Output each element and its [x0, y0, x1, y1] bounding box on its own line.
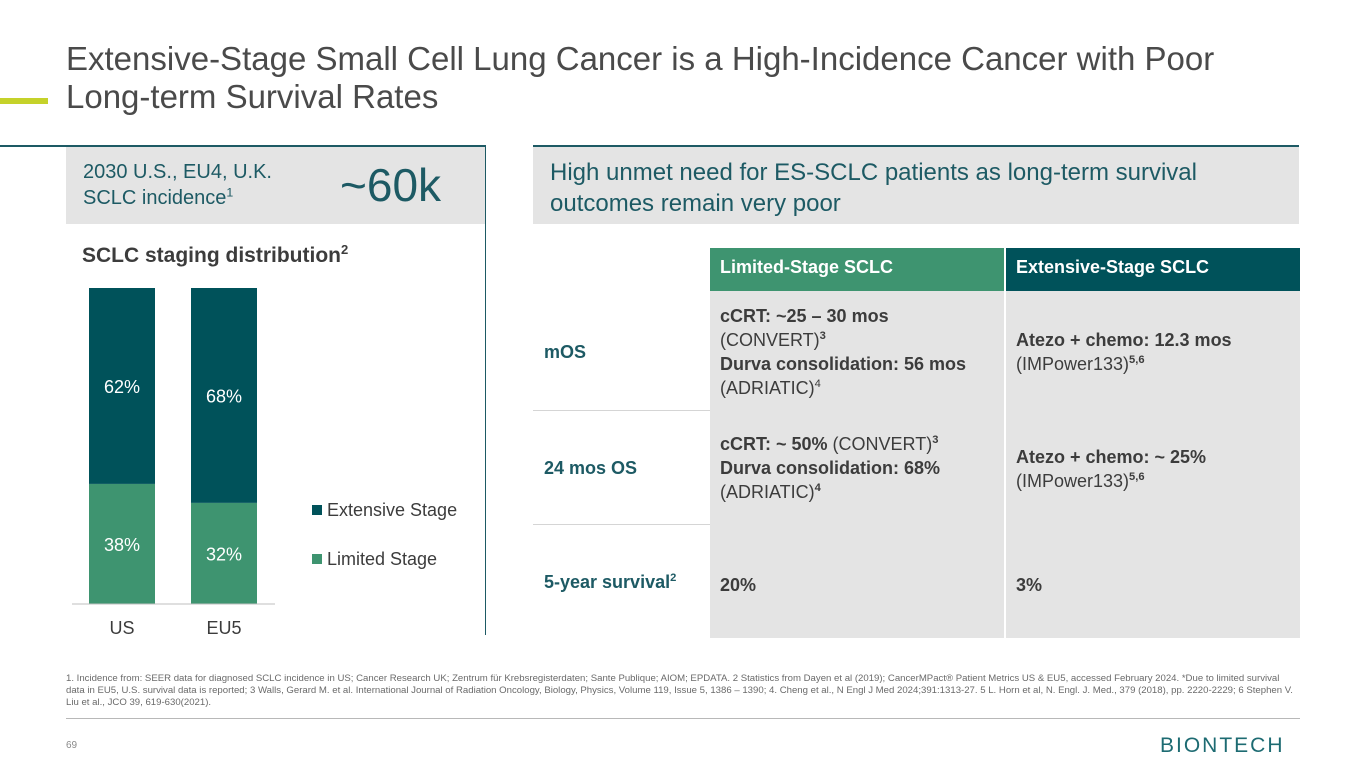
- biontech-logo: BIONTECH: [1160, 735, 1285, 755]
- data-label-limited-stage-eu5: 32%: [206, 544, 242, 564]
- cell-os24-extensive: Atezo + chemo: ~ 25% (IMPower133)5,6: [1016, 445, 1300, 493]
- data-label-extensive-stage-eu5: 68%: [206, 386, 242, 406]
- row-divider: [533, 524, 710, 525]
- legend-swatch-limited-stage: [312, 554, 322, 564]
- bar-extensive-stage-eu5: [191, 288, 257, 503]
- header-extensive-stage: Extensive-Stage SCLC: [1006, 248, 1300, 291]
- footnote-ref: 4: [814, 378, 821, 390]
- page-number: 69: [66, 740, 78, 751]
- cell-text: (IMPower133): [1016, 471, 1130, 491]
- footnote: 1. Incidence from: SEER data for diagnos…: [66, 673, 1293, 708]
- limited-column-bg: [710, 248, 1004, 638]
- footnote-ref: 5,6: [1129, 354, 1145, 366]
- x-tick-label-eu5: EU5: [206, 618, 241, 638]
- unmet-need-text: High unmet need for ES-SCLC patients as …: [550, 159, 1197, 217]
- cell-mos-limited: cCRT: ~25 – 30 mos (CONVERT)3 Durva cons…: [720, 304, 1004, 400]
- data-label-extensive-stage-us: 62%: [104, 377, 140, 397]
- legend-label-limited-stage: Limited Stage: [327, 549, 437, 569]
- slide-title: Extensive-Stage Small Cell Lung Cancer i…: [66, 40, 1215, 115]
- row-label-text: 5-year survival: [544, 572, 671, 592]
- bar-extensive-stage-us: [89, 288, 155, 484]
- cell-text: (IMPower133): [1016, 354, 1130, 374]
- cell-text: cCRT: ~ 50%: [720, 434, 828, 454]
- cell-text: cCRT: ~25 – 30 mos: [720, 306, 889, 326]
- cell-text: Atezo + chemo: 12.3 mos: [1016, 330, 1232, 350]
- cell-text: (CONVERT): [827, 434, 933, 454]
- cell-text: 20%: [720, 575, 757, 595]
- cell-5yr-limited: 20%: [720, 573, 756, 597]
- incidence-box: 2030 U.S., EU4, U.K. SCLC incidence1 ~60…: [66, 147, 485, 224]
- cell-5yr-extensive: 3%: [1016, 573, 1042, 597]
- bar-limited-stage-us: [89, 483, 155, 604]
- footnote-ref: 5,6: [1129, 471, 1145, 483]
- unmet-need-box: High unmet need for ES-SCLC patients as …: [533, 145, 1299, 224]
- legend-swatch-extensive-stage: [312, 505, 322, 515]
- staging-title-text: SCLC staging distribution: [82, 244, 341, 267]
- left-panel-frame: [0, 145, 486, 635]
- cell-text: Durva consolidation: 56 mos: [720, 354, 967, 374]
- cell-text: (ADRIATIC): [720, 378, 815, 398]
- extensive-column-bg: [1006, 248, 1300, 638]
- row-label-24-mos-os: 24 mos OS: [544, 458, 638, 478]
- cell-text: Atezo + chemo: ~ 25%: [1016, 447, 1207, 467]
- data-label-limited-stage-us: 38%: [104, 535, 140, 555]
- footnote-ref: 2: [670, 572, 677, 584]
- title-accent-bar: [0, 98, 48, 104]
- incidence-label: 2030 U.S., EU4, U.K. SCLC incidence1: [83, 159, 323, 211]
- logo-text: BIONTECH: [1160, 735, 1285, 755]
- cell-os24-limited: cCRT: ~ 50% (CONVERT)3 Durva consolidati…: [720, 432, 1004, 504]
- footer-divider: [66, 718, 1300, 719]
- incidence-footnote-ref: 1: [226, 185, 234, 200]
- cell-text: (CONVERT): [720, 330, 820, 350]
- footnote-ref: 4: [814, 482, 821, 494]
- x-tick-label-us: US: [109, 618, 134, 638]
- cell-mos-extensive: Atezo + chemo: 12.3 mos (IMPower133)5,6: [1016, 328, 1300, 376]
- legend-label-extensive-stage: Extensive Stage: [327, 500, 457, 520]
- staging-title: SCLC staging distribution2: [82, 242, 349, 268]
- footnote-ref: 3: [819, 330, 826, 342]
- cell-text: (ADRIATIC): [720, 482, 815, 502]
- cell-text: Durva consolidation: 68%: [720, 458, 941, 478]
- staging-chart: 38% 62% US 32% 68% EU5 Extensive Stage Limited …: [72, 288, 457, 638]
- bar-limited-stage-eu5: [191, 502, 257, 604]
- row-divider: [533, 410, 710, 411]
- header-limited-stage: Limited-Stage SCLC: [710, 248, 1004, 291]
- footnote-ref: 3: [932, 434, 939, 446]
- incidence-label-line2: SCLC incidence: [83, 187, 227, 209]
- row-label-mos: mOS: [544, 342, 587, 362]
- row-label-5-year-survival: 5-year survival2: [544, 572, 676, 593]
- staging-footnote-ref: 2: [340, 242, 349, 257]
- incidence-label-line1: 2030 U.S., EU4, U.K.: [83, 161, 272, 183]
- incidence-value: ~60k: [340, 159, 442, 211]
- cell-text: 3%: [1016, 575, 1043, 595]
